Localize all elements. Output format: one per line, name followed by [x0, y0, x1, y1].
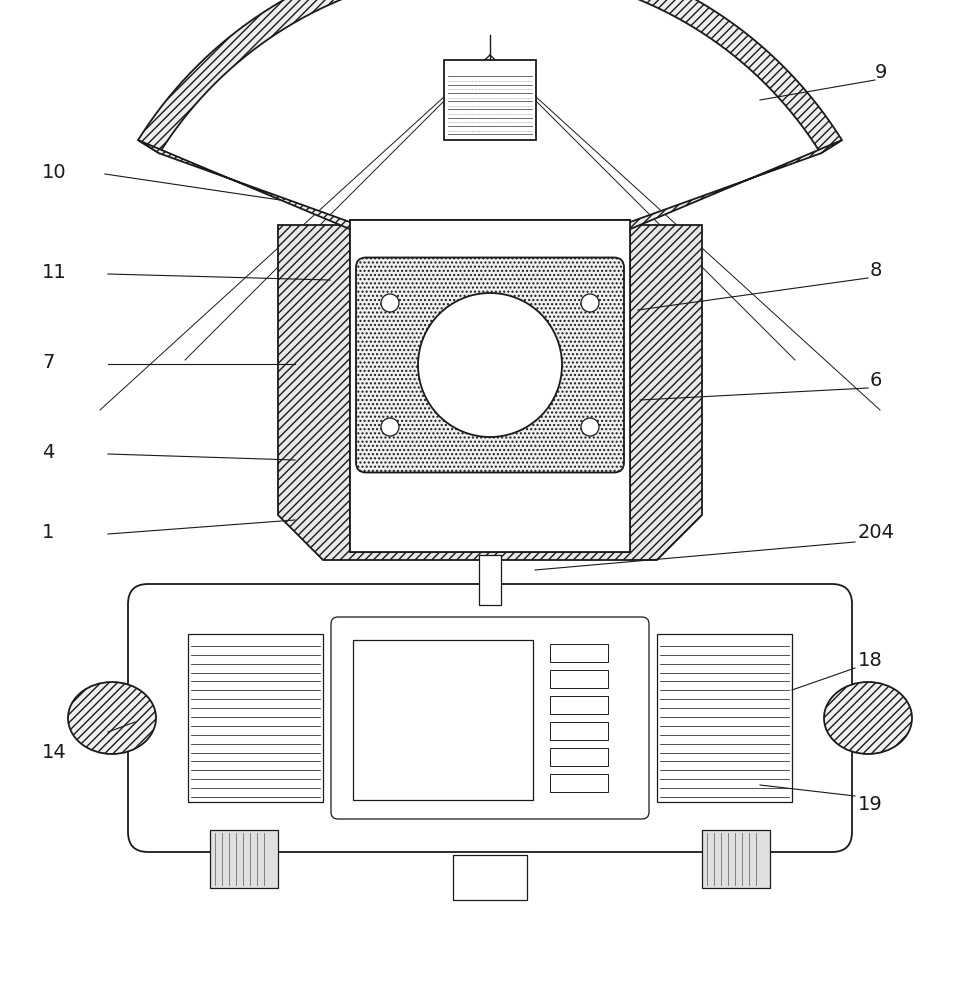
Text: 8: 8 [870, 260, 882, 279]
Circle shape [581, 418, 599, 436]
Text: 6: 6 [870, 370, 882, 389]
Bar [550, 722, 608, 740]
Polygon shape [138, 0, 842, 153]
Bar [479, 555, 501, 605]
Circle shape [581, 294, 599, 312]
Text: 14: 14 [42, 742, 67, 762]
Bar [550, 748, 608, 766]
Ellipse shape [824, 682, 912, 754]
Bar [550, 696, 608, 714]
Bar [444, 60, 536, 140]
Bar [550, 774, 608, 792]
Text: 11: 11 [42, 262, 67, 282]
Ellipse shape [68, 682, 156, 754]
Circle shape [381, 294, 399, 312]
Bar [657, 634, 792, 802]
Bar [550, 670, 608, 688]
Text: 10: 10 [42, 162, 67, 182]
Text: 9: 9 [875, 62, 887, 82]
FancyBboxPatch shape [128, 584, 852, 852]
Text: 204: 204 [858, 522, 895, 542]
FancyBboxPatch shape [356, 257, 624, 473]
Text: 7: 7 [42, 353, 54, 371]
Polygon shape [608, 140, 842, 230]
Bar [702, 830, 770, 888]
Bar [550, 644, 608, 662]
Polygon shape [350, 220, 630, 552]
Circle shape [418, 293, 562, 437]
Bar [353, 640, 533, 800]
Polygon shape [138, 140, 372, 230]
Text: 4: 4 [42, 442, 54, 462]
Text: 19: 19 [858, 794, 883, 814]
FancyBboxPatch shape [331, 617, 649, 819]
Circle shape [381, 418, 399, 436]
Text: 1: 1 [42, 522, 54, 542]
Bar [453, 855, 527, 900]
Bar [188, 634, 323, 802]
Bar [210, 830, 278, 888]
Text: 18: 18 [858, 650, 883, 670]
PathPatch shape [278, 220, 702, 560]
